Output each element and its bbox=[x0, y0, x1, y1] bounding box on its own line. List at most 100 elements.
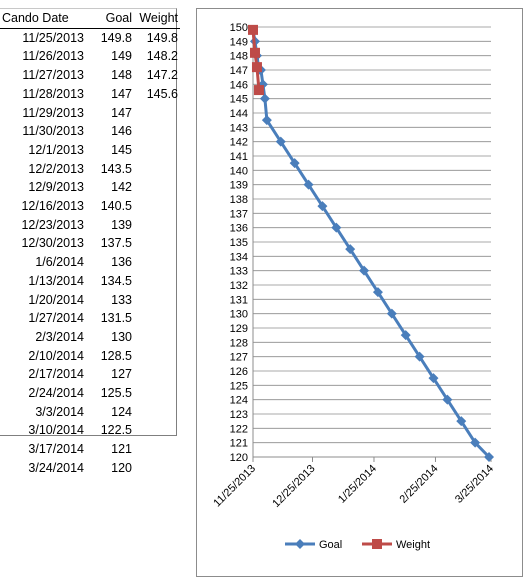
cell-date[interactable]: 2/3/2014 bbox=[35, 329, 84, 344]
cell-date[interactable]: 12/23/2013 bbox=[21, 217, 84, 232]
y-tick-label: 135 bbox=[230, 237, 248, 249]
y-tick-label: 134 bbox=[230, 251, 248, 263]
cell-date[interactable]: 2/17/2014 bbox=[28, 367, 84, 382]
cell-weight[interactable] bbox=[134, 197, 180, 216]
table-row: 1/6/2014 136 bbox=[0, 253, 180, 272]
cell-date[interactable]: 12/30/2013 bbox=[21, 236, 84, 251]
cell-date[interactable]: 3/10/2014 bbox=[28, 423, 84, 438]
y-tick-label: 138 bbox=[230, 194, 248, 206]
cell-weight[interactable] bbox=[134, 403, 180, 422]
table-row: 1/20/2014 133 bbox=[0, 291, 180, 310]
cell-weight[interactable] bbox=[134, 384, 180, 403]
cell-weight[interactable] bbox=[134, 160, 180, 179]
cell-weight[interactable] bbox=[134, 421, 180, 440]
cell-date[interactable]: 2/24/2014 bbox=[28, 386, 84, 401]
cell-goal[interactable]: 146 bbox=[111, 124, 132, 139]
cell-date[interactable]: 12/1/2013 bbox=[28, 142, 84, 157]
cell-date[interactable]: 12/9/2013 bbox=[28, 180, 84, 195]
cell-weight[interactable] bbox=[134, 347, 180, 366]
y-tick-label: 144 bbox=[230, 108, 248, 120]
cell-weight[interactable] bbox=[134, 178, 180, 197]
cell-goal[interactable]: 120 bbox=[111, 460, 132, 475]
cell-weight[interactable] bbox=[134, 328, 180, 347]
cell-goal[interactable]: 127 bbox=[111, 367, 132, 382]
cell-weight[interactable] bbox=[134, 216, 180, 235]
y-tick-label: 131 bbox=[230, 294, 248, 306]
cell-goal[interactable]: 134.5 bbox=[100, 273, 132, 288]
cell-goal[interactable]: 149.8 bbox=[100, 30, 132, 45]
cell-date[interactable]: 1/20/2014 bbox=[28, 292, 84, 307]
cell-weight[interactable]: 148.2 bbox=[146, 49, 178, 64]
cell-goal[interactable]: 149 bbox=[111, 49, 132, 64]
header-goal[interactable]: Goal bbox=[86, 9, 134, 29]
cell-weight[interactable] bbox=[134, 291, 180, 310]
cell-date[interactable]: 12/2/2013 bbox=[28, 161, 84, 176]
cell-weight[interactable] bbox=[134, 234, 180, 253]
cell-weight[interactable] bbox=[134, 440, 180, 459]
goal-point bbox=[289, 158, 300, 169]
cell-weight[interactable] bbox=[134, 141, 180, 160]
header-weight[interactable]: Weight bbox=[134, 9, 180, 29]
cell-goal[interactable]: 140.5 bbox=[100, 199, 132, 214]
goal-point bbox=[275, 136, 286, 147]
y-tick-label: 128 bbox=[230, 337, 248, 349]
cell-goal[interactable]: 147 bbox=[111, 105, 132, 120]
cell-weight[interactable] bbox=[134, 459, 180, 478]
table-row: 2/24/2014 125.5 bbox=[0, 384, 180, 403]
cell-goal[interactable]: 131.5 bbox=[100, 311, 132, 326]
cell-date[interactable]: 3/24/2014 bbox=[28, 460, 84, 475]
table-row: 11/28/2013 147 145.6 bbox=[0, 85, 180, 104]
cell-goal[interactable]: 137.5 bbox=[100, 236, 132, 251]
cell-weight[interactable] bbox=[134, 122, 180, 141]
table-row: 11/27/2013 148 147.2 bbox=[0, 66, 180, 85]
cell-date[interactable]: 11/26/2013 bbox=[22, 49, 84, 64]
cell-goal[interactable]: 145 bbox=[111, 142, 132, 157]
cell-goal[interactable]: 130 bbox=[111, 329, 132, 344]
cell-goal[interactable]: 122.5 bbox=[100, 423, 132, 438]
table-row: 2/10/2014 128.5 bbox=[0, 347, 180, 366]
cell-weight[interactable]: 149.8 bbox=[146, 30, 178, 45]
goal-point bbox=[428, 373, 439, 384]
cell-goal[interactable]: 143.5 bbox=[100, 161, 132, 176]
weight-point bbox=[251, 62, 262, 73]
cell-date[interactable]: 1/27/2014 bbox=[28, 311, 84, 326]
table-row: 12/23/2013 139 bbox=[0, 216, 180, 235]
goal-point bbox=[331, 222, 342, 233]
cell-date[interactable]: 2/10/2014 bbox=[28, 348, 84, 363]
y-tick-label: 146 bbox=[230, 79, 248, 91]
goal-point bbox=[470, 437, 481, 448]
cell-date[interactable]: 1/6/2014 bbox=[35, 255, 84, 270]
cell-date[interactable]: 11/27/2013 bbox=[22, 68, 84, 83]
cell-goal[interactable]: 124 bbox=[111, 404, 132, 419]
cell-goal[interactable]: 133 bbox=[111, 292, 132, 307]
cell-weight[interactable]: 147.2 bbox=[146, 68, 178, 83]
cell-goal[interactable]: 147 bbox=[111, 86, 132, 101]
cell-date[interactable]: 3/17/2014 bbox=[28, 442, 84, 457]
table-row: 11/25/2013 149.8 149.8 bbox=[0, 28, 180, 47]
table-row: 1/27/2014 131.5 bbox=[0, 309, 180, 328]
cell-weight[interactable] bbox=[134, 253, 180, 272]
chart-area[interactable]: 120 121 122 123 124 125 126 127 128 129 130 131 132 1… bbox=[196, 8, 523, 577]
cell-weight[interactable] bbox=[134, 309, 180, 328]
cell-goal[interactable]: 142 bbox=[111, 180, 132, 195]
y-tick-label: 130 bbox=[230, 309, 248, 321]
cell-date[interactable]: 1/13/2014 bbox=[28, 273, 84, 288]
cell-weight[interactable] bbox=[134, 104, 180, 123]
cell-goal[interactable]: 148 bbox=[111, 68, 132, 83]
cell-weight[interactable] bbox=[134, 272, 180, 291]
cell-weight[interactable] bbox=[134, 365, 180, 384]
cell-date[interactable]: 11/28/2013 bbox=[22, 86, 84, 101]
header-cando-date[interactable]: Cando Date bbox=[0, 9, 86, 29]
y-tick-label: 140 bbox=[230, 165, 248, 177]
cell-goal[interactable]: 125.5 bbox=[100, 386, 132, 401]
cell-goal[interactable]: 128.5 bbox=[100, 348, 132, 363]
cell-date[interactable]: 11/30/2013 bbox=[22, 124, 84, 139]
cell-weight[interactable]: 145.6 bbox=[146, 86, 178, 101]
cell-date[interactable]: 3/3/2014 bbox=[35, 404, 84, 419]
cell-date[interactable]: 11/25/2013 bbox=[22, 30, 84, 45]
cell-date[interactable]: 11/29/2013 bbox=[22, 105, 84, 120]
cell-goal[interactable]: 136 bbox=[111, 255, 132, 270]
cell-goal[interactable]: 121 bbox=[111, 442, 132, 457]
cell-goal[interactable]: 139 bbox=[111, 217, 132, 232]
cell-date[interactable]: 12/16/2013 bbox=[21, 199, 84, 214]
